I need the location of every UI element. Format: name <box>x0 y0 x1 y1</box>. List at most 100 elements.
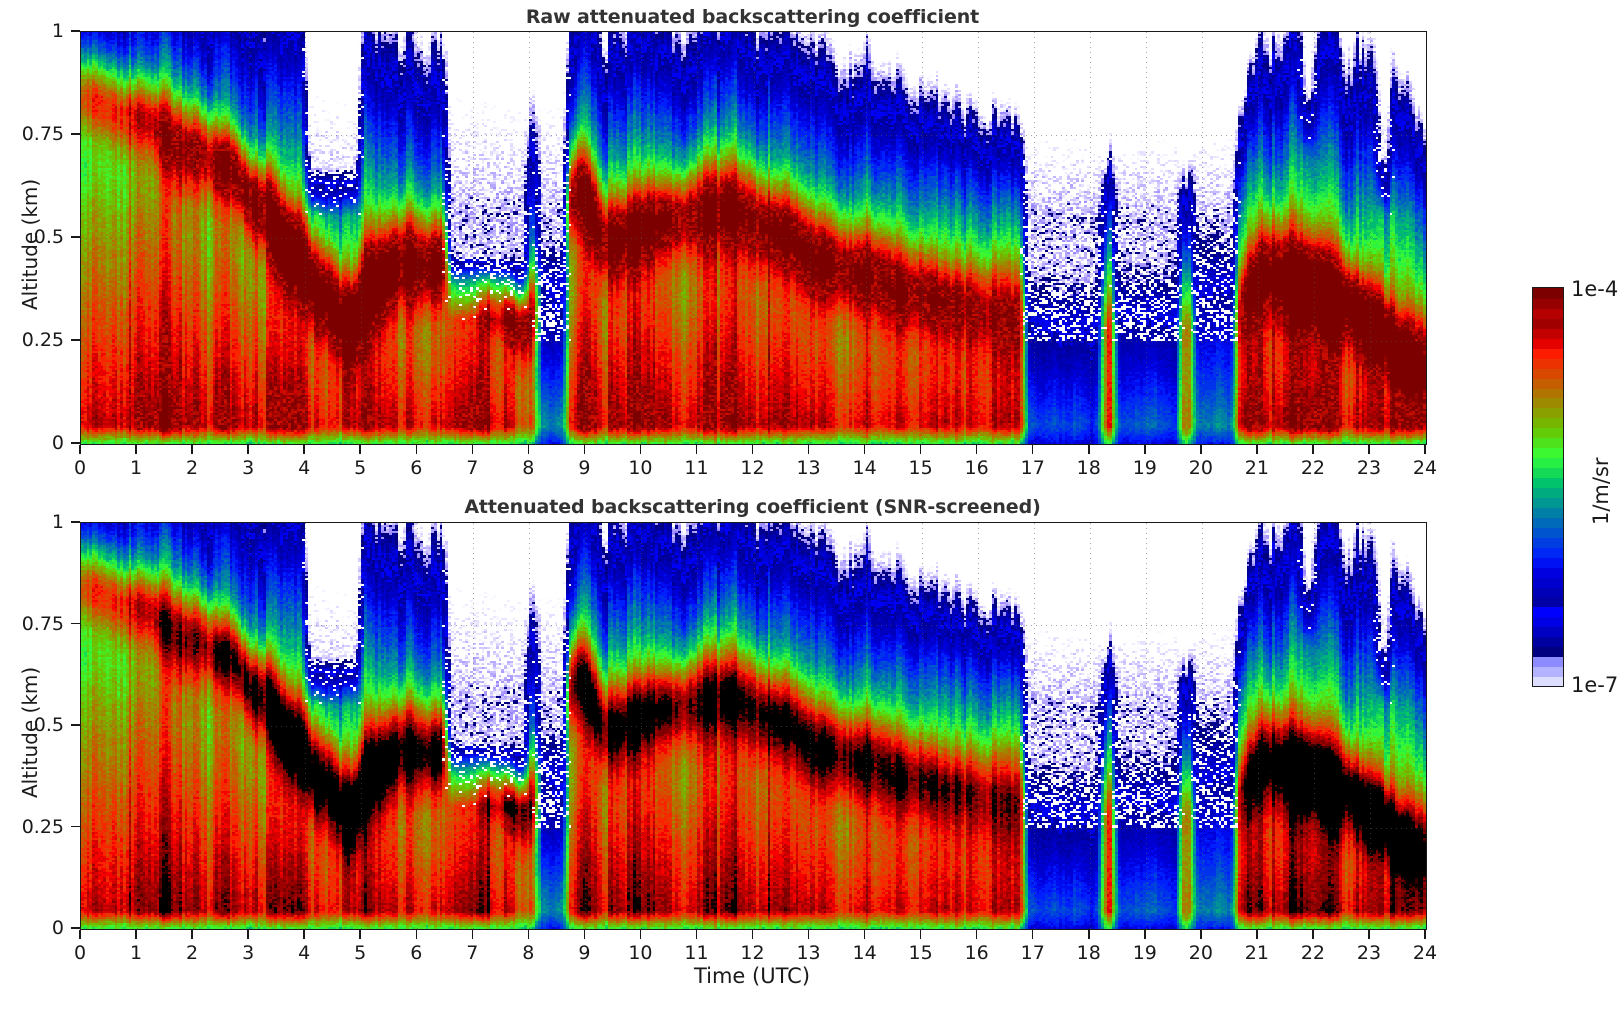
x-tick-label: 16 <box>964 457 989 479</box>
x-tick-label: 18 <box>1076 457 1101 479</box>
x-tick-mark <box>191 929 193 939</box>
x-tick-label: 10 <box>628 457 653 479</box>
y-tick-label: 0.75 <box>21 123 64 145</box>
x-tick-mark <box>695 444 698 454</box>
x-axis-label: Time (UTC) <box>693 964 811 988</box>
x-tick-mark <box>751 929 754 939</box>
x-tick-mark <box>807 929 810 939</box>
x-tick-mark <box>1144 444 1146 454</box>
colorbar-canvas <box>1533 288 1563 686</box>
x-tick-mark <box>247 444 249 454</box>
x-tick-mark <box>919 444 922 454</box>
colorbar-min-label: 1e-7 <box>1571 673 1619 697</box>
x-tick-label: 6 <box>410 457 423 479</box>
x-tick-mark <box>471 444 474 454</box>
x-tick-mark <box>807 444 810 454</box>
y-tick-mark <box>71 339 80 341</box>
x-tick-mark <box>639 929 642 939</box>
x-tick-label: 17 <box>1020 942 1045 964</box>
x-tick-label: 11 <box>684 457 709 479</box>
x-tick-mark <box>863 444 866 454</box>
y-tick-mark <box>71 825 80 828</box>
panel-raw-title: Raw attenuated backscattering coefficien… <box>525 6 980 28</box>
x-tick-label: 4 <box>298 457 311 479</box>
x-tick-label: 0 <box>73 457 87 479</box>
x-tick-label: 12 <box>740 942 765 964</box>
x-tick-label: 9 <box>578 457 591 479</box>
panel-screened-backscatter: Attenuated backscattering coefficient (S… <box>0 486 1621 1020</box>
x-tick-mark <box>583 444 586 454</box>
x-tick-label: 8 <box>522 942 535 964</box>
y-tick-label: 0.5 <box>33 714 64 736</box>
x-tick-mark <box>135 444 137 454</box>
y-tick-label: 0.25 <box>21 329 64 351</box>
plot-area-screened <box>80 522 1427 930</box>
x-tick-label: 18 <box>1076 942 1101 964</box>
x-tick-label: 21 <box>1244 942 1269 964</box>
x-tick-mark <box>303 444 305 454</box>
panel-screened-title: Attenuated backscattering coefficient (S… <box>464 496 1041 518</box>
x-tick-mark <box>303 929 305 939</box>
x-tick-mark <box>471 929 474 939</box>
x-tick-mark <box>1312 929 1314 939</box>
x-tick-mark <box>1256 929 1258 939</box>
y-tick-mark <box>71 927 80 929</box>
x-tick-mark <box>79 444 81 454</box>
x-tick-mark <box>751 444 754 454</box>
y-tick-label: 0 <box>51 917 64 939</box>
x-tick-label: 15 <box>908 942 933 964</box>
x-tick-label: 1 <box>129 457 143 479</box>
x-tick-mark <box>247 929 249 939</box>
y-tick-mark <box>71 724 80 726</box>
x-tick-mark <box>975 444 978 454</box>
x-tick-label: 23 <box>1356 457 1382 479</box>
x-tick-label: 2 <box>186 942 199 964</box>
x-tick-label: 24 <box>1412 457 1438 479</box>
x-tick-label: 24 <box>1412 942 1438 964</box>
x-tick-label: 12 <box>740 457 765 479</box>
colorbar-unit-label: 1/m/sr <box>1589 457 1613 525</box>
y-tick-label: 0.5 <box>33 226 64 248</box>
x-tick-mark <box>527 444 530 454</box>
x-tick-mark <box>695 929 698 939</box>
x-tick-label: 20 <box>1188 457 1213 479</box>
colorbar: 1e-4 1e-7 1/m/sr <box>1440 0 1621 1020</box>
x-tick-mark <box>415 444 417 454</box>
x-tick-label: 2 <box>186 457 199 479</box>
y-tick-mark <box>71 133 80 135</box>
x-tick-label: 19 <box>1132 942 1157 964</box>
x-tick-mark <box>1200 929 1202 939</box>
y-tick-mark <box>71 442 80 444</box>
x-tick-mark <box>135 929 137 939</box>
x-tick-label: 6 <box>410 942 423 964</box>
heatmap-canvas-raw <box>81 32 1426 444</box>
x-tick-mark <box>863 929 866 939</box>
x-tick-mark <box>359 444 361 454</box>
x-tick-label: 13 <box>796 942 821 964</box>
x-tick-label: 15 <box>908 457 933 479</box>
y-tick-mark <box>71 622 80 625</box>
x-tick-label: 10 <box>628 942 653 964</box>
x-tick-mark <box>1031 444 1034 454</box>
x-tick-label: 13 <box>796 457 821 479</box>
x-tick-mark <box>639 444 642 454</box>
x-tick-label: 4 <box>298 942 311 964</box>
y-tick-label: 0 <box>51 432 64 454</box>
x-tick-mark <box>1144 929 1146 939</box>
x-tick-mark <box>191 444 193 454</box>
x-tick-mark <box>1088 444 1090 454</box>
x-tick-label: 20 <box>1188 942 1213 964</box>
x-tick-label: 9 <box>578 942 591 964</box>
y-tick-label: 1 <box>51 511 64 533</box>
colorbar-gradient <box>1532 287 1564 687</box>
y-tick-label: 0.25 <box>21 815 64 838</box>
y-tick-label: 1 <box>51 20 64 42</box>
x-tick-label: 23 <box>1356 942 1382 964</box>
x-tick-label: 14 <box>852 942 877 964</box>
x-tick-label: 5 <box>354 457 367 479</box>
x-tick-label: 11 <box>684 942 709 964</box>
y-tick-mark <box>71 236 80 238</box>
panel-raw-backscatter: Raw attenuated backscattering coefficien… <box>0 0 1621 490</box>
x-tick-mark <box>1368 929 1370 939</box>
x-tick-mark <box>527 929 530 939</box>
